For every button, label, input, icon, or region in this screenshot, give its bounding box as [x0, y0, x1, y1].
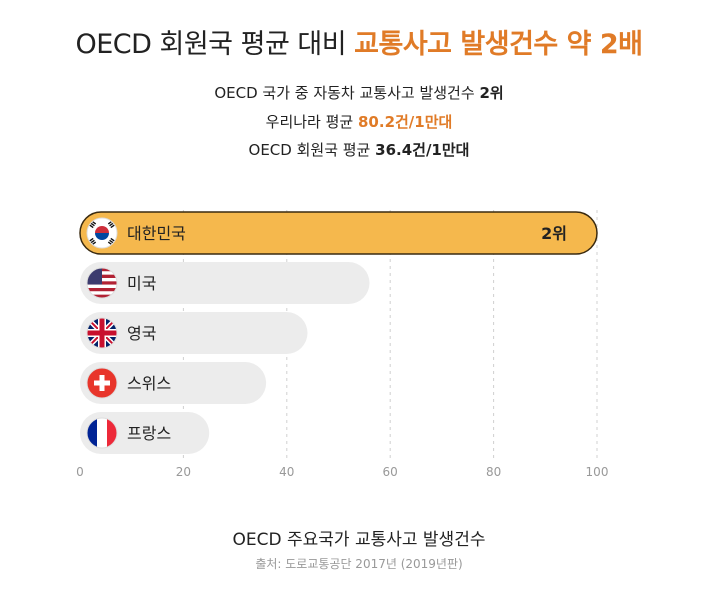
subtitle-line-3: OECD 회원국 평균 36.4건/1만대 [0, 139, 718, 160]
x-tick-label-80: 80 [486, 465, 501, 479]
category-label-4: 프랑스 [127, 424, 171, 443]
bar-0 [79, 211, 598, 255]
category-label-2: 영국 [127, 324, 156, 343]
category-label-1: 미국 [127, 274, 156, 293]
page-title: OECD 회원국 평균 대비 교통사고 발생건수 약 2배 [0, 22, 718, 61]
bar-2 [80, 312, 308, 354]
subtitle-line-1-bold: 2위 [479, 84, 504, 102]
uk-flag-icon [86, 317, 118, 349]
subtitle-line-3-text: OECD 회원국 평균 [248, 141, 376, 159]
category-label-3: 스위스 [127, 374, 171, 393]
x-tick-label-60: 60 [383, 465, 398, 479]
x-tick-label-100: 100 [586, 465, 609, 479]
subtitle-line-1: OECD 국가 중 자동차 교통사고 발생건수 2위 [0, 82, 718, 103]
oecd-average-value: 36.4건/1만대 [375, 141, 470, 159]
category-label-0: 대한민국 [127, 224, 186, 243]
source-note: 출처: 도로교통공단 2017년 (2019년판) [255, 557, 463, 571]
south-korea-flag-icon [86, 217, 118, 249]
switzerland-flag-icon [86, 367, 118, 399]
title-highlight: 교통사고 발생건수 약 2배 [354, 29, 643, 60]
subtitle-line-2-text: 우리나라 평균 [265, 113, 358, 131]
bar-3 [80, 362, 267, 404]
usa-flag-icon [86, 267, 118, 299]
chart-title: OECD 주요국가 교통사고 발생건수 [232, 530, 486, 550]
subtitle-line-1-text: OECD 국가 중 자동차 교통사고 발생건수 [214, 84, 480, 102]
title-prefix: OECD 회원국 평균 대비 [75, 29, 355, 60]
x-tick-label-20: 20 [176, 465, 191, 479]
korea-average-value: 80.2건/1만대 [358, 113, 453, 131]
bar-label-0: 2위 [541, 224, 567, 243]
france-flag-icon [86, 417, 118, 449]
x-tick-label-40: 40 [279, 465, 294, 479]
subtitle-line-2: 우리나라 평균 80.2건/1만대 [0, 111, 718, 132]
x-tick-label-0: 0 [76, 465, 84, 479]
bar-1 [80, 262, 370, 304]
